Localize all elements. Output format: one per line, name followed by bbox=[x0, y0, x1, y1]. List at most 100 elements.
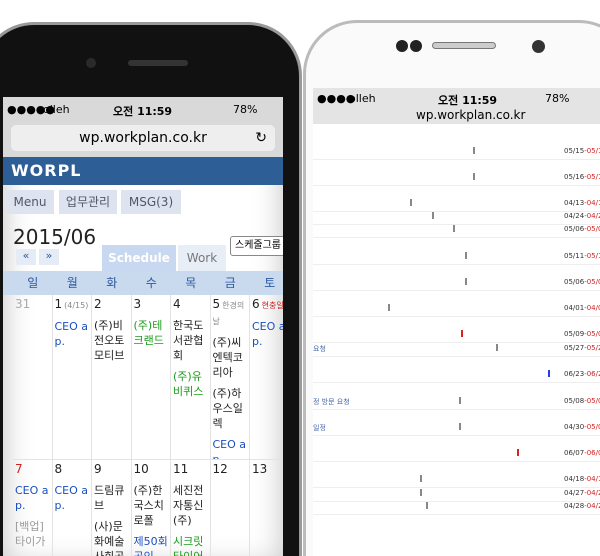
schedule-item[interactable]: 제50회 공인 bbox=[133, 535, 168, 556]
url-bar[interactable]: wp.workplan.co.kr ↻ bbox=[11, 125, 275, 151]
day-head: 4 bbox=[173, 297, 208, 312]
date-range[interactable]: 04/30-05/0 bbox=[564, 423, 600, 431]
schedule-item[interactable]: 세진전자통신(주) bbox=[173, 484, 204, 527]
date-range[interactable]: 04/18-04/1 bbox=[564, 475, 600, 483]
start-date: 04/30 bbox=[564, 423, 585, 431]
date-range[interactable]: 05/27-05/2 bbox=[564, 344, 600, 352]
day-cell[interactable]: 13 bbox=[250, 460, 283, 556]
start-date: 04/01 bbox=[564, 304, 585, 312]
schedule-item[interactable]: (주)비전오토모티브 bbox=[94, 319, 125, 362]
row-line bbox=[313, 382, 600, 383]
date-range[interactable]: 04/28-04/2 bbox=[564, 502, 600, 510]
sensor bbox=[396, 40, 408, 52]
work-tab[interactable]: Work bbox=[178, 245, 226, 271]
schedule-item[interactable]: (주)한국스치로폴 bbox=[133, 484, 164, 527]
row-line bbox=[313, 342, 600, 343]
nav-tab[interactable]: MSG(3) bbox=[121, 190, 181, 214]
day-cell[interactable]: 12 bbox=[211, 460, 250, 556]
time: 오전 11:59 bbox=[438, 94, 498, 107]
row-line bbox=[313, 487, 600, 488]
day-number: 31 bbox=[15, 297, 31, 311]
time: 오전 11:59 bbox=[113, 105, 173, 118]
end-date: -05/0 bbox=[584, 330, 600, 338]
schedule-item[interactable]: CEO ap. bbox=[252, 320, 283, 348]
nav-tab[interactable]: 업무관리 bbox=[59, 190, 117, 214]
marker bbox=[432, 212, 434, 219]
day-cell[interactable]: 31 bbox=[13, 295, 53, 460]
prev-button[interactable]: « bbox=[16, 249, 36, 265]
start-date: 04/24 bbox=[564, 212, 585, 220]
schedule-item[interactable]: CEO ap. bbox=[54, 320, 89, 348]
marker bbox=[410, 199, 412, 206]
day-number: 1 bbox=[54, 297, 63, 311]
weekday-header bbox=[3, 271, 283, 295]
date-range[interactable]: 04/01-04/0 bbox=[564, 304, 600, 312]
end-date: -04/2 bbox=[584, 502, 600, 510]
day-cell[interactable]: 3 (주)테크랜드 bbox=[131, 295, 171, 460]
date-range[interactable]: 04/24-04/2 bbox=[564, 212, 600, 220]
schedule-item[interactable]: (주)씨엔텍코리아 bbox=[212, 336, 243, 379]
day-number: 2 bbox=[94, 297, 102, 311]
next-button[interactable]: » bbox=[39, 249, 59, 265]
day-cell[interactable]: 6 현충일 CEO ap. bbox=[250, 295, 283, 460]
row-line bbox=[313, 461, 600, 462]
date-range[interactable]: 05/06-05/0 bbox=[564, 278, 600, 286]
carrier: olleh bbox=[43, 103, 70, 116]
day-head: 6 현충일 bbox=[252, 297, 283, 313]
schedule-item[interactable]: CEO ap. bbox=[15, 484, 49, 512]
date-range[interactable]: 05/15-05/1 bbox=[564, 147, 600, 155]
day-cell[interactable]: 4 한국도서관협회 (주)유비퀴스 bbox=[171, 295, 211, 460]
start-date: 05/06 bbox=[564, 225, 585, 233]
day-cell[interactable]: 11 세진전자통신(주) 시크릿 타이어 bbox=[171, 460, 211, 556]
battery: 78% bbox=[233, 103, 258, 116]
row-line bbox=[313, 356, 600, 357]
row-line bbox=[313, 211, 600, 212]
date-range[interactable]: 04/13-04/1 bbox=[564, 199, 600, 207]
date-range[interactable]: 06/23-06/2 bbox=[564, 370, 600, 378]
schedule-item[interactable]: 한국도서관협회 bbox=[173, 319, 204, 362]
date-range[interactable]: 05/11-05/1 bbox=[564, 252, 600, 260]
date-range[interactable]: 05/06-05/0 bbox=[564, 225, 600, 233]
start-date: 05/09 bbox=[564, 330, 585, 338]
marker bbox=[420, 489, 422, 496]
schedule-tab[interactable]: Schedule bbox=[102, 245, 176, 271]
day-cell[interactable]: 8 CEO ap. bbox=[53, 460, 92, 556]
nav-tab[interactable]: Menu bbox=[6, 190, 54, 214]
date-range[interactable]: 05/16-05/1 bbox=[564, 173, 600, 181]
start-date: 05/15 bbox=[564, 147, 585, 155]
day-cell[interactable]: 1 (4/15) CEO ap. bbox=[52, 295, 92, 460]
date-range[interactable]: 04/27-04/2 bbox=[564, 489, 600, 497]
schedule-item[interactable]: 시크릿 타이어 bbox=[173, 535, 204, 556]
battery: 78% bbox=[545, 92, 570, 105]
day-cell[interactable]: 7 CEO ap. [백업] 타이가 bbox=[13, 460, 53, 556]
screen: ●●●●● olleh 오전 11:59 78% wp.workplan.co.… bbox=[3, 97, 283, 556]
date-range[interactable]: 05/09-05/0 bbox=[564, 330, 600, 338]
marker bbox=[461, 330, 463, 337]
date-range[interactable]: 06/07-06/0 bbox=[564, 449, 600, 457]
row-line bbox=[313, 159, 600, 160]
schedule-item[interactable]: CEO ap. bbox=[212, 438, 247, 460]
schedule-item[interactable]: 드림큐브 bbox=[94, 484, 125, 512]
end-date: -05/1 bbox=[584, 252, 600, 260]
marker bbox=[465, 278, 467, 285]
row-line bbox=[313, 514, 600, 515]
marker bbox=[459, 423, 461, 430]
schedule-item[interactable]: (주)테크랜드 bbox=[133, 319, 164, 347]
group-button[interactable]: 스케줄그룹 bbox=[230, 236, 283, 256]
schedule-item[interactable]: (사)문화예술사회공헌네트워크 bbox=[94, 520, 125, 556]
schedule-item[interactable]: [백업] 타이가 bbox=[15, 520, 46, 548]
schedule-item[interactable]: CEO ap. bbox=[54, 484, 89, 512]
row-line bbox=[313, 316, 600, 317]
sensor bbox=[410, 40, 422, 52]
schedule-item[interactable]: (주)하우스일렉 bbox=[212, 387, 243, 430]
day-cell[interactable]: 2 (주)비전오토모티브 bbox=[92, 295, 132, 460]
date-range[interactable]: 05/08-05/0 bbox=[564, 397, 600, 405]
day-cell[interactable]: 9 드림큐브 (사)문화예술사회공헌네트워크 bbox=[92, 460, 132, 556]
row-line bbox=[313, 224, 600, 225]
day-head: 31 bbox=[15, 297, 50, 312]
schedule-item[interactable]: (주)유비퀴스 bbox=[173, 370, 204, 398]
day-head: 2 bbox=[94, 297, 129, 312]
day-cell[interactable]: 5 한경의 날 (주)씨엔텍코리아 (주)하우스일렉 CEO ap. bbox=[210, 295, 250, 460]
camera bbox=[532, 40, 545, 53]
